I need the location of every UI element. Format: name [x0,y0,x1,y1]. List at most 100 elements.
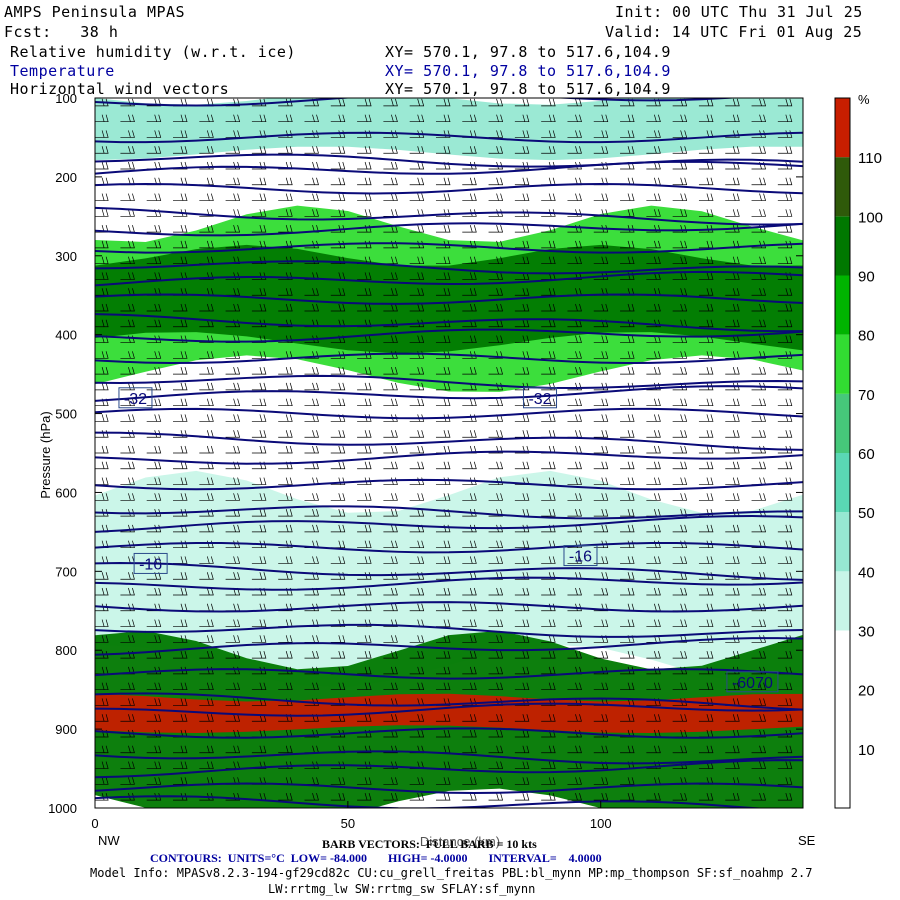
wind-barb [751,524,767,533]
wind-barb [698,477,714,485]
wind-barb [409,272,425,280]
wind-barb [567,367,582,375]
wind-barb [541,288,556,296]
wind-barb [251,430,267,438]
wind-barb [751,430,767,438]
wind-barb [435,619,451,627]
wind-barb [146,272,162,280]
wind-barb [357,272,372,280]
wind-barb [199,240,214,249]
wind-barb [173,651,188,659]
wind-barb [646,793,661,801]
wind-barb [725,414,740,422]
wind-barb [698,414,714,422]
wind-barb [620,367,635,375]
wind-barb [357,524,372,533]
temperature-contour [95,727,803,739]
wind-barb [514,666,530,675]
wind-barb [357,793,372,801]
wind-barb [593,414,609,422]
wind-barb [357,98,372,107]
wind-barb [514,303,530,312]
wind-barb [95,698,109,706]
wind-barb [409,493,425,501]
wind-barb [620,240,635,249]
wind-barb [777,398,793,407]
wind-barb [120,398,135,407]
wind-barb [514,714,530,722]
wind-barb [698,619,714,627]
wind-barb [541,777,556,785]
wind-barb [357,556,372,564]
colorbar-label: 80 [858,328,875,345]
wind-barb [225,398,241,407]
wind-barb [541,635,556,643]
wind-barb [462,461,477,470]
wind-barb [409,256,425,265]
wind-barb [435,114,451,123]
wind-barb [383,635,398,643]
wind-barb [593,477,609,485]
wind-barb [777,114,793,123]
wind-barb [278,367,293,375]
wind-barb [462,98,477,107]
wind-barb [120,698,135,706]
wind-barb [251,414,267,422]
wind-barb [278,177,293,186]
wind-barb [146,398,162,407]
wind-barb [435,225,451,233]
wind-barb [646,351,661,359]
wind-barb [567,414,582,422]
wind-barb [751,603,767,612]
wind-barb [488,288,504,296]
wind-barb [330,303,346,312]
wind-barb [725,587,740,596]
wind-barb [357,714,372,722]
wind-barb [304,414,319,422]
wind-barb [462,793,477,801]
wind-barb [251,398,267,407]
wind-barb [173,398,188,407]
wind-barb [330,524,346,533]
wind-barb [777,335,793,343]
wind-barb [146,635,162,643]
wind-barb [383,540,398,549]
wind-barb [173,367,188,375]
wind-barb [383,603,398,612]
wind-barb [435,603,451,612]
wind-barb [620,351,635,359]
wind-barb [698,714,714,722]
wind-barb [383,793,398,801]
wind-barb [488,225,504,233]
wind-barb [435,193,451,201]
wind-barb [383,461,398,470]
wind-barb [541,461,556,470]
wind-barb [357,666,372,675]
wind-barb [541,303,556,312]
wind-barb [672,161,688,170]
wind-barb [462,745,477,754]
wind-barb [330,177,346,186]
wind-barb [593,651,609,659]
wind-barb [541,651,556,659]
wind-barb [488,98,504,107]
contour-label: -16 [139,556,162,573]
wind-barb [541,587,556,596]
wind-barb [120,587,135,596]
wind-barb [725,209,740,217]
wind-barb [409,382,425,391]
wind-barb [225,272,241,280]
contour-label: -6070 [732,675,773,692]
wind-barb [672,130,688,138]
wind-barb [567,477,582,485]
wind-barb [95,303,109,312]
wind-barb [251,209,267,217]
wind-barb [646,256,661,265]
wind-barb [593,130,609,138]
wind-barb [383,587,398,596]
wind-barb [173,761,188,769]
wind-barb [435,367,451,375]
wind-barb [620,572,635,580]
wind-barb [251,635,267,643]
wind-barb [251,177,267,186]
